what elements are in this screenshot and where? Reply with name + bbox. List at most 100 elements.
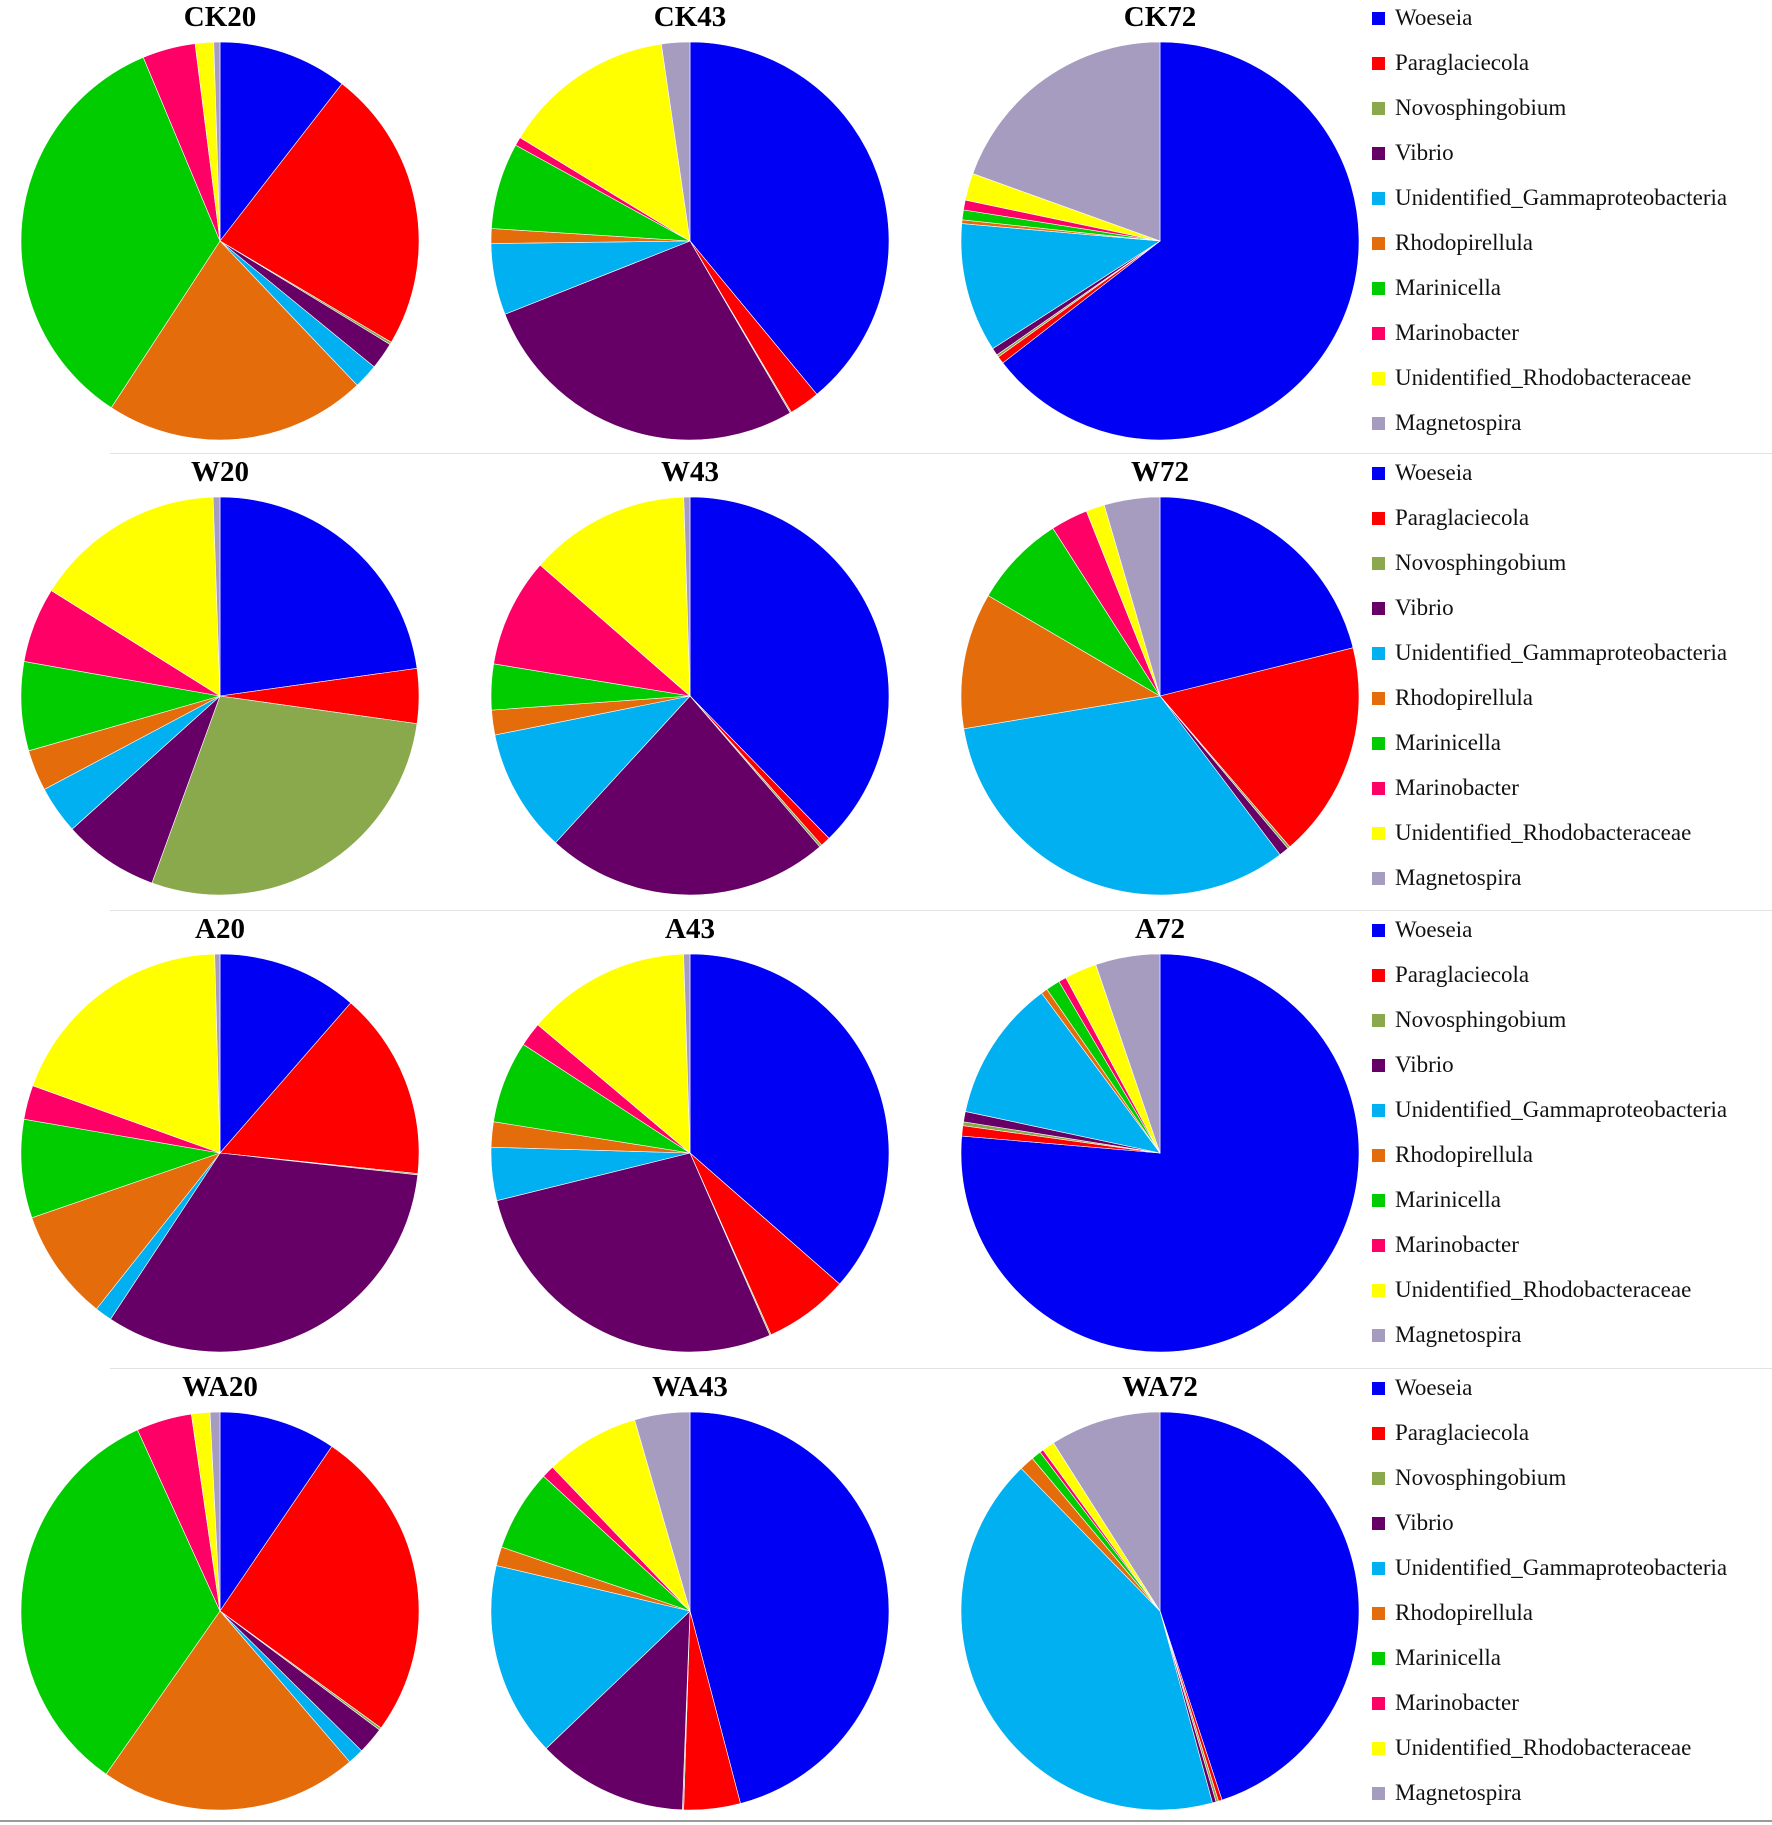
chart-row: W20 W43 W72 Woeseia Paraglaciecola Novosphing… bbox=[0, 455, 1772, 910]
pie-svg bbox=[490, 1411, 890, 1811]
legend-swatch bbox=[1372, 781, 1385, 795]
legend-item-magnetospira: Magnetospira bbox=[1372, 858, 1521, 898]
legend-swatch bbox=[1372, 371, 1385, 385]
legend-swatch bbox=[1372, 416, 1385, 430]
pie-chart-w20: W20 bbox=[5, 455, 435, 905]
pie-chart-ck72: CK72 bbox=[945, 0, 1375, 450]
legend-item-marinicella: Marinicella bbox=[1372, 1180, 1501, 1220]
legend-swatch bbox=[1372, 1561, 1385, 1575]
pie-chart-wa72: WA72 bbox=[945, 1370, 1375, 1820]
pie-chart-wa20: WA20 bbox=[5, 1370, 435, 1820]
legend-swatch bbox=[1372, 968, 1385, 982]
pie-slice-woeseia bbox=[689, 953, 890, 1285]
row-separator bbox=[110, 910, 1772, 911]
pie-slice-unidentified-rhodobacteraceae bbox=[539, 496, 691, 697]
pie-svg bbox=[490, 41, 890, 441]
legend-swatch bbox=[1372, 1013, 1385, 1027]
pie-slice-magnetospira bbox=[660, 41, 691, 242]
legend-label: Paraglaciecola bbox=[1395, 962, 1530, 987]
legend-swatch bbox=[1372, 56, 1385, 70]
legend-label: Magnetospira bbox=[1395, 1780, 1522, 1805]
legend-swatch bbox=[1372, 1516, 1385, 1530]
pie-svg bbox=[20, 953, 420, 1353]
legend-label: Magnetospira bbox=[1395, 1322, 1522, 1347]
legend-label: Marinobacter bbox=[1395, 775, 1519, 800]
pie-slice-woeseia bbox=[1002, 41, 1360, 441]
pie-slice-marinicella bbox=[20, 1429, 221, 1775]
legend-item-marinobacter: Marinobacter bbox=[1372, 1225, 1519, 1265]
pie-slice-marinicella bbox=[20, 1118, 221, 1219]
pie-svg bbox=[960, 1411, 1360, 1811]
legend-swatch bbox=[1372, 1238, 1385, 1252]
pie-slice-marinicella bbox=[20, 56, 221, 409]
pie-slice-unidentified-rhodobacteraceae bbox=[552, 1419, 691, 1612]
pie-slice-unidentified-gammaproteobacteria bbox=[960, 223, 1161, 350]
legend-label: Unidentified_Rhodobacteraceae bbox=[1395, 820, 1692, 845]
pie-slice-magnetospira bbox=[683, 953, 691, 1154]
pie-slice-magnetospira bbox=[972, 41, 1161, 242]
chart-row: A20 A43 A72 Woeseia Paraglaciecola Novosphing… bbox=[0, 912, 1772, 1367]
legend-label: Unidentified_Gammaproteobacteria bbox=[1395, 1097, 1728, 1122]
legend-swatch bbox=[1372, 1148, 1385, 1162]
legend-label: Paraglaciecola bbox=[1395, 50, 1530, 75]
legend-item-marinobacter: Marinobacter bbox=[1372, 768, 1519, 808]
legend-item-woeseia: Woeseia bbox=[1372, 910, 1472, 950]
legend-item-marinicella: Marinicella bbox=[1372, 723, 1501, 763]
legend-swatch bbox=[1372, 1328, 1385, 1342]
pie-chart-a20: A20 bbox=[5, 912, 435, 1362]
legend-item-unidentified-gammaproteobacteria: Unidentified_Gammaproteobacteria bbox=[1372, 633, 1727, 673]
pie-chart-w72: W72 bbox=[945, 455, 1375, 905]
pie-title: A72 bbox=[1135, 913, 1185, 945]
legend-swatch bbox=[1372, 691, 1385, 705]
legend-label: Paraglaciecola bbox=[1395, 505, 1530, 530]
pie-slice-magnetospira bbox=[1053, 1411, 1161, 1613]
pie-svg bbox=[20, 1411, 420, 1811]
legend-item-paraglaciecola: Paraglaciecola bbox=[1372, 1413, 1529, 1453]
legend-label: Novosphingobium bbox=[1395, 1465, 1567, 1490]
legend-item-rhodopirellula: Rhodopirellula bbox=[1372, 678, 1533, 718]
legend-item-novosphingobium: Novosphingobium bbox=[1372, 543, 1566, 583]
pie-svg bbox=[960, 41, 1360, 441]
legend-swatch bbox=[1372, 826, 1385, 840]
legend: Woeseia Paraglaciecola Novosphingobium Vibr… bbox=[1372, 0, 1772, 455]
legend-label: Paraglaciecola bbox=[1395, 1420, 1530, 1445]
legend-label: Unidentified_Gammaproteobacteria bbox=[1395, 640, 1728, 665]
pie-title: CK43 bbox=[653, 1, 727, 33]
pie-svg bbox=[960, 953, 1360, 1353]
pie-slice-woeseia bbox=[689, 496, 890, 839]
pie-svg bbox=[20, 496, 420, 896]
pie-slice-novosphingobium bbox=[151, 695, 418, 896]
legend-label: Vibrio bbox=[1395, 1510, 1454, 1535]
bottom-border bbox=[0, 1820, 1772, 1822]
legend-item-unidentified-gammaproteobacteria: Unidentified_Gammaproteobacteria bbox=[1372, 178, 1727, 218]
legend-swatch bbox=[1372, 11, 1385, 25]
pie-slice-magnetospira bbox=[1095, 953, 1161, 1154]
pie-slice-vibrio bbox=[545, 1610, 691, 1811]
legend-swatch bbox=[1372, 646, 1385, 660]
legend-label: Rhodopirellula bbox=[1395, 685, 1533, 710]
pie-title: WA72 bbox=[1122, 1371, 1198, 1403]
legend-label: Magnetospira bbox=[1395, 865, 1522, 890]
legend-label: Vibrio bbox=[1395, 595, 1454, 620]
pie-slice-woeseia bbox=[219, 41, 343, 242]
pie-slice-paraglaciecola bbox=[219, 1445, 420, 1729]
legend-item-novosphingobium: Novosphingobium bbox=[1372, 88, 1566, 128]
legend-swatch bbox=[1372, 1696, 1385, 1710]
legend-label: Unidentified_Rhodobacteraceae bbox=[1395, 1277, 1692, 1302]
legend-swatch bbox=[1372, 736, 1385, 750]
legend-swatch bbox=[1372, 1193, 1385, 1207]
pie-chart-wa43: WA43 bbox=[475, 1370, 905, 1820]
legend-item-woeseia: Woeseia bbox=[1372, 453, 1472, 493]
pie-slice-woeseia bbox=[1159, 496, 1354, 697]
pie-slice-unidentified-rhodobacteraceae bbox=[537, 953, 691, 1154]
pie-slice-unidentified-gammaproteobacteria bbox=[960, 1467, 1213, 1811]
pie-chart-w43: W43 bbox=[475, 455, 905, 905]
legend-item-rhodopirellula: Rhodopirellula bbox=[1372, 223, 1533, 263]
pie-title: A20 bbox=[195, 913, 245, 945]
pie-slice-woeseia bbox=[1159, 1411, 1360, 1801]
pie-chart-ck43: CK43 bbox=[475, 0, 905, 450]
pie-slice-unidentified-gammaproteobacteria bbox=[965, 992, 1161, 1154]
legend-item-novosphingobium: Novosphingobium bbox=[1372, 1000, 1566, 1040]
pie-slice-unidentified-gammaproteobacteria bbox=[963, 695, 1281, 896]
legend-swatch bbox=[1372, 326, 1385, 340]
